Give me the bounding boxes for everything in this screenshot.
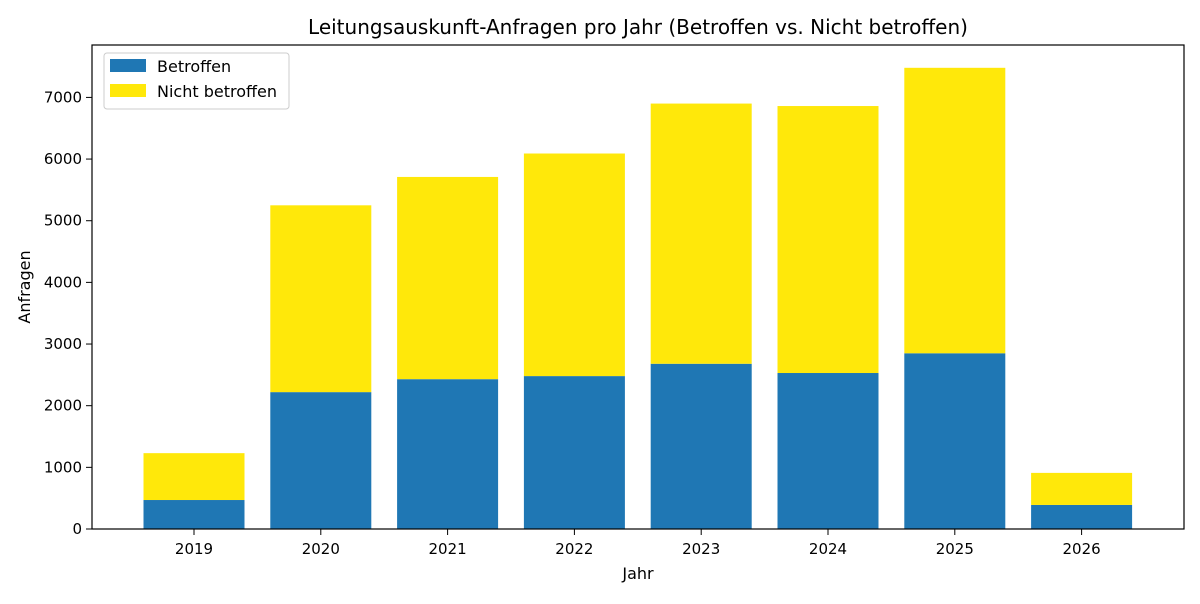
y-tick-label: 2000 (44, 397, 82, 415)
bar-2024-betroffen (777, 373, 879, 529)
legend-box (103, 52, 290, 110)
x-axis-ticks: 2019 2020 2021 2022 2023 2024 2025 2026 (175, 529, 1101, 558)
legend: Betroffen Nicht betroffen (103, 52, 290, 110)
x-tick-label: 2023 (682, 540, 720, 558)
legend-label-betroffen: Betroffen (157, 57, 231, 76)
y-tick-label: 6000 (44, 150, 82, 168)
bar-2020-nicht-betroffen (270, 205, 372, 393)
bar-2023-nicht-betroffen (650, 103, 752, 364)
y-tick-label: 5000 (44, 212, 82, 230)
x-tick-label: 2020 (302, 540, 340, 558)
y-tick-label: 0 (72, 520, 82, 538)
bar-2022-betroffen (523, 376, 625, 529)
bar-2026-betroffen (1031, 504, 1133, 529)
x-tick-label: 2019 (175, 540, 213, 558)
bar-2023-betroffen (650, 363, 752, 529)
bar-2025-nicht-betroffen (904, 67, 1006, 354)
y-axis-ticks: 0 1000 2000 3000 4000 5000 6000 7000 (44, 88, 92, 538)
bar-2024-nicht-betroffen (777, 106, 879, 374)
bar-2022-nicht-betroffen (523, 153, 625, 377)
x-tick-label: 2026 (1063, 540, 1101, 558)
bar-2021-nicht-betroffen (397, 176, 499, 380)
bar-2019-betroffen (143, 500, 245, 529)
x-tick-label: 2025 (936, 540, 974, 558)
bar-2026-nicht-betroffen (1031, 472, 1133, 505)
bar-2025-betroffen (904, 353, 1006, 529)
x-tick-label: 2022 (555, 540, 593, 558)
bar-2019-nicht-betroffen (143, 453, 245, 501)
legend-label-nicht-betroffen: Nicht betroffen (157, 82, 277, 101)
x-tick-label: 2021 (429, 540, 467, 558)
bars-layer (143, 67, 1133, 529)
y-axis-label: Anfragen (15, 250, 34, 323)
y-tick-label: 7000 (44, 88, 82, 106)
chart-title: Leitungsauskunft-Anfragen pro Jahr (Betr… (308, 15, 968, 39)
x-tick-label: 2024 (809, 540, 847, 558)
legend-swatch-nicht-betroffen (110, 84, 146, 97)
y-tick-label: 3000 (44, 335, 82, 353)
legend-swatch-betroffen (110, 59, 146, 72)
bar-2021-betroffen (397, 379, 499, 529)
bar-2020-betroffen (270, 392, 372, 529)
plot-frame (91, 44, 1185, 530)
x-axis-label: Jahr (621, 564, 654, 583)
y-tick-label: 1000 (44, 458, 82, 476)
y-tick-label: 4000 (44, 273, 82, 291)
